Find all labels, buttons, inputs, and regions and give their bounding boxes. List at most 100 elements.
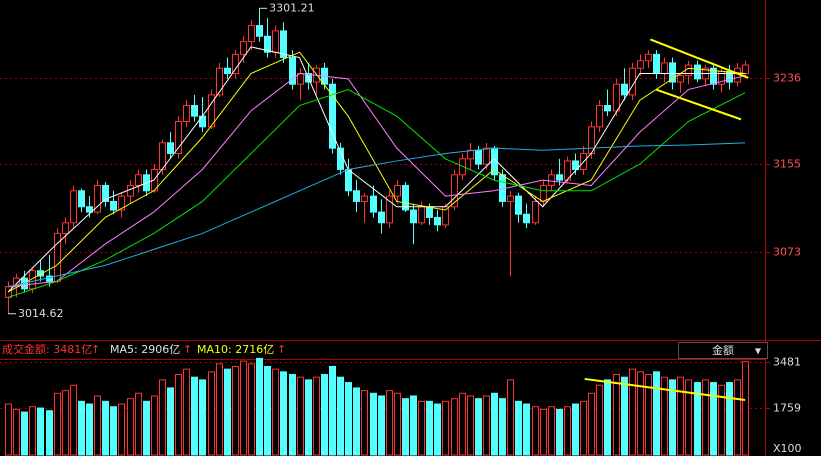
volume-bar bbox=[523, 403, 530, 456]
candle-body bbox=[426, 206, 433, 218]
candle-body bbox=[54, 232, 61, 282]
volume-bar bbox=[191, 376, 198, 456]
candle-body bbox=[289, 57, 296, 85]
volume-bar bbox=[442, 400, 449, 456]
volume-bar bbox=[572, 403, 579, 456]
candle-body bbox=[669, 62, 676, 83]
candle-body bbox=[370, 195, 377, 213]
candle-body bbox=[37, 270, 44, 277]
candle-body bbox=[653, 53, 660, 75]
selector-label[interactable]: 金额 bbox=[712, 343, 734, 357]
candle-body bbox=[645, 53, 652, 62]
candle-body bbox=[540, 184, 547, 202]
volume-bar bbox=[102, 400, 109, 456]
volume-bar bbox=[313, 376, 320, 456]
volume-bar bbox=[402, 398, 409, 456]
volume-bar bbox=[734, 379, 741, 456]
candle-body bbox=[596, 105, 603, 128]
selector[interactable] bbox=[678, 342, 768, 359]
y-tick-label: 1759 bbox=[773, 402, 801, 415]
volume-header: MA5: 2906亿 bbox=[110, 343, 180, 356]
volume-bar bbox=[540, 408, 547, 456]
candle-body bbox=[418, 206, 425, 224]
volume-bar bbox=[13, 408, 20, 456]
candle-body bbox=[13, 277, 20, 288]
candle-body bbox=[613, 83, 620, 112]
volume-bar bbox=[37, 407, 44, 456]
candle-body bbox=[191, 105, 198, 117]
candle-body bbox=[621, 83, 628, 96]
candle-body bbox=[451, 174, 458, 208]
volume-bar bbox=[702, 379, 709, 456]
volume-bar bbox=[694, 382, 701, 456]
annotation-label: 3301.21 bbox=[269, 1, 315, 14]
volume-bar bbox=[78, 400, 85, 456]
volume-bar bbox=[588, 392, 595, 456]
candle-body bbox=[410, 209, 417, 224]
volume-bar bbox=[515, 400, 522, 456]
candle-body bbox=[110, 200, 117, 211]
candle-body bbox=[62, 222, 69, 234]
candle-body bbox=[386, 195, 393, 224]
candle-body bbox=[483, 147, 490, 165]
volume-bar bbox=[645, 374, 652, 456]
volume-bar bbox=[151, 395, 158, 456]
volume-bar bbox=[532, 406, 539, 456]
selector-arrow[interactable]: ▼ bbox=[755, 347, 762, 356]
volume-bar bbox=[135, 392, 142, 456]
candle-body bbox=[199, 115, 206, 128]
candle-body bbox=[94, 184, 101, 213]
volume-bar bbox=[272, 368, 279, 456]
candle-body bbox=[264, 35, 271, 53]
volume-header: 成交金额: 3481亿 bbox=[2, 342, 92, 356]
candle-body bbox=[742, 64, 749, 75]
candle-body bbox=[175, 121, 182, 154]
volume-bar bbox=[459, 392, 466, 456]
volume-bar bbox=[143, 400, 150, 456]
candle-body bbox=[467, 149, 474, 160]
ma-line bbox=[7, 46, 746, 293]
volume-bar bbox=[183, 368, 190, 456]
candle-body bbox=[523, 213, 530, 224]
candle-body bbox=[118, 195, 125, 211]
y-tick-label: 3155 bbox=[773, 158, 801, 171]
volume-bar bbox=[297, 376, 304, 456]
candle-body bbox=[353, 190, 360, 202]
ma-line bbox=[7, 88, 746, 298]
volume-bar bbox=[175, 374, 182, 456]
volume-bar bbox=[394, 392, 401, 456]
candle-body bbox=[604, 105, 611, 112]
volume-bar bbox=[418, 400, 425, 456]
candle-body bbox=[572, 160, 579, 170]
volume-bar bbox=[62, 390, 69, 456]
candle-body bbox=[256, 25, 263, 37]
trendline bbox=[649, 38, 749, 79]
candle-body bbox=[685, 64, 692, 77]
volume-bar bbox=[5, 403, 12, 456]
candle-body bbox=[280, 30, 287, 59]
y-tick-label: 3073 bbox=[773, 246, 801, 259]
candle-body bbox=[224, 67, 231, 75]
volume-bar bbox=[94, 395, 101, 456]
volume-bar bbox=[710, 382, 717, 456]
candle-body bbox=[661, 62, 668, 75]
volume-bar bbox=[726, 382, 733, 456]
volume-bar bbox=[345, 382, 352, 456]
candle-body bbox=[694, 64, 701, 80]
ma-line bbox=[7, 142, 746, 288]
volume-bar bbox=[629, 368, 636, 456]
ma-line bbox=[7, 73, 746, 288]
candle-body bbox=[515, 195, 522, 215]
volume-bar bbox=[426, 400, 433, 456]
candle-body bbox=[208, 94, 215, 128]
volume-bar bbox=[434, 403, 441, 456]
arrow-up: ↑ bbox=[91, 343, 100, 356]
candle-body bbox=[556, 174, 563, 181]
volume-bar bbox=[264, 365, 271, 456]
volume-bar bbox=[21, 411, 28, 456]
volume-bar bbox=[159, 379, 166, 456]
volume-bar bbox=[337, 376, 344, 456]
trendline bbox=[655, 88, 742, 121]
volume-bar bbox=[167, 387, 174, 456]
volume-bar bbox=[353, 387, 360, 456]
